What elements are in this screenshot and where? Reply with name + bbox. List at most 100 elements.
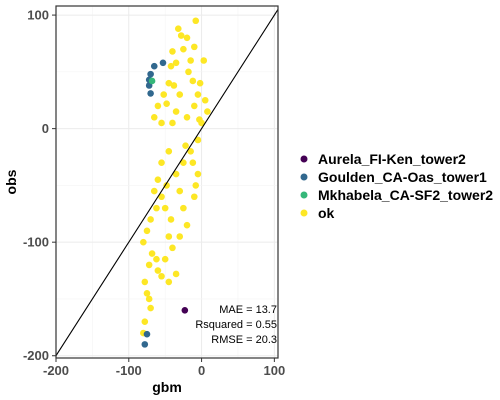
- x-axis-title: gbm: [152, 379, 182, 395]
- data-point-ok: [196, 116, 203, 123]
- data-point-ok: [150, 113, 158, 121]
- y-tick-label: 0: [42, 121, 49, 136]
- data-point-Goulden_CA-Oas_tower1: [143, 330, 151, 338]
- data-point-ok: [190, 102, 198, 110]
- data-point-Goulden_CA-Oas_tower1: [150, 62, 158, 70]
- data-point-ok: [143, 289, 151, 297]
- data-point-ok: [165, 278, 173, 286]
- data-point-ok: [187, 57, 194, 64]
- data-point-ok: [154, 267, 162, 274]
- data-point-ok: [201, 96, 209, 104]
- data-point-ok: [153, 204, 160, 212]
- metric-label: RMSE = 20.3: [211, 334, 277, 346]
- data-point-ok: [160, 91, 168, 98]
- data-point-ok: [147, 216, 154, 223]
- data-point-Goulden_CA-Oas_tower1: [141, 341, 149, 348]
- data-point-ok: [204, 108, 211, 115]
- y-tick-label: 100: [27, 8, 49, 23]
- data-point-ok: [170, 82, 178, 89]
- data-point-ok: [163, 182, 170, 189]
- data-point-ok: [189, 77, 197, 85]
- data-point-ok: [169, 119, 176, 127]
- data-point-ok: [153, 255, 160, 263]
- data-point-ok: [187, 148, 194, 155]
- data-point-ok: [141, 278, 149, 286]
- data-point-ok: [154, 102, 162, 110]
- data-point-ok: [194, 170, 202, 178]
- x-tick-label: 100: [264, 363, 286, 378]
- data-point-ok: [163, 100, 170, 107]
- legend: Aurela_FI-Ken_tower2 Goulden_CA-Oas_tower…: [300, 151, 493, 221]
- data-point-ok: [183, 34, 191, 42]
- y-axis: -200 -100 0 100: [23, 8, 56, 363]
- data-points: [140, 17, 211, 348]
- data-point-ok: [172, 59, 180, 67]
- legend-key: [300, 173, 308, 181]
- data-point-ok: [172, 170, 180, 178]
- data-point-ok: [176, 91, 184, 98]
- data-point-ok: [194, 136, 202, 144]
- legend-label: ok: [318, 205, 335, 221]
- y-tick-label: -200: [23, 348, 49, 363]
- data-point-ok: [158, 193, 165, 201]
- y-axis-title: obs: [3, 169, 19, 194]
- legend-label: Mkhabela_CA-SF2_tower2: [318, 187, 493, 203]
- data-point-ok: [196, 79, 204, 87]
- data-point-ok: [143, 227, 151, 235]
- data-point-ok: [165, 233, 173, 240]
- data-point-Goulden_CA-Oas_tower1: [147, 70, 154, 78]
- data-point-ok: [167, 62, 175, 70]
- metric-label: MAE = 13.7: [219, 304, 277, 316]
- data-point-ok: [177, 32, 185, 39]
- data-point-ok: [183, 221, 191, 229]
- y-tick-label: -100: [23, 235, 49, 250]
- data-point-ok: [158, 272, 165, 280]
- data-point-ok: [147, 304, 154, 312]
- x-tick-label: -200: [43, 363, 69, 378]
- legend-label: Aurela_FI-Ken_tower2: [318, 151, 466, 167]
- legend-key: [300, 209, 308, 217]
- data-point-ok: [161, 204, 169, 212]
- data-point-ok: [169, 48, 176, 55]
- data-point-ok: [180, 204, 187, 212]
- legend-key: [300, 191, 308, 199]
- data-point-ok: [190, 193, 198, 201]
- x-axis: -200 -100 0 100: [43, 358, 285, 378]
- data-point-ok: [154, 176, 162, 184]
- data-point-ok: [165, 148, 173, 155]
- data-point-ok: [161, 255, 169, 263]
- data-point-ok: [176, 233, 184, 240]
- data-point-ok: [192, 182, 200, 189]
- data-point-ok: [174, 25, 182, 33]
- data-point-ok: [185, 68, 192, 76]
- data-point-ok: [145, 261, 153, 269]
- data-point-ok: [145, 295, 153, 303]
- metrics-annotation: MAE = 13.7 Rsquared = 0.55 RMSE = 20.3: [195, 304, 277, 346]
- data-point-ok: [180, 45, 187, 53]
- x-tick-label: -100: [116, 363, 142, 378]
- data-point-ok: [190, 43, 198, 51]
- plot-border: [55, 5, 279, 359]
- legend-label: Goulden_CA-Oas_tower1: [318, 169, 487, 185]
- data-point-ok: [169, 244, 176, 252]
- data-point-Goulden_CA-Oas_tower1: [159, 59, 167, 67]
- data-point-ok: [148, 250, 156, 257]
- data-point-ok: [140, 238, 147, 246]
- data-point-ok: [172, 270, 180, 278]
- data-point-ok: [167, 216, 175, 223]
- data-point-ok: [183, 113, 191, 121]
- data-point-ok: [189, 159, 197, 166]
- data-point-Aurela_FI-Ken_tower2: [181, 307, 189, 314]
- data-point-ok: [158, 119, 165, 127]
- data-point-ok: [180, 159, 187, 166]
- reference-line: [55, 9, 279, 357]
- data-point-ok: [182, 142, 189, 149]
- data-point-ok: [176, 187, 184, 195]
- x-tick-label: 0: [198, 363, 205, 378]
- data-point-ok: [172, 108, 180, 115]
- data-point-ok: [200, 57, 208, 64]
- data-point-Mkhabela_CA-SF2_tower2: [148, 77, 156, 85]
- data-point-Goulden_CA-Oas_tower1: [147, 90, 154, 97]
- legend-key: [300, 155, 308, 163]
